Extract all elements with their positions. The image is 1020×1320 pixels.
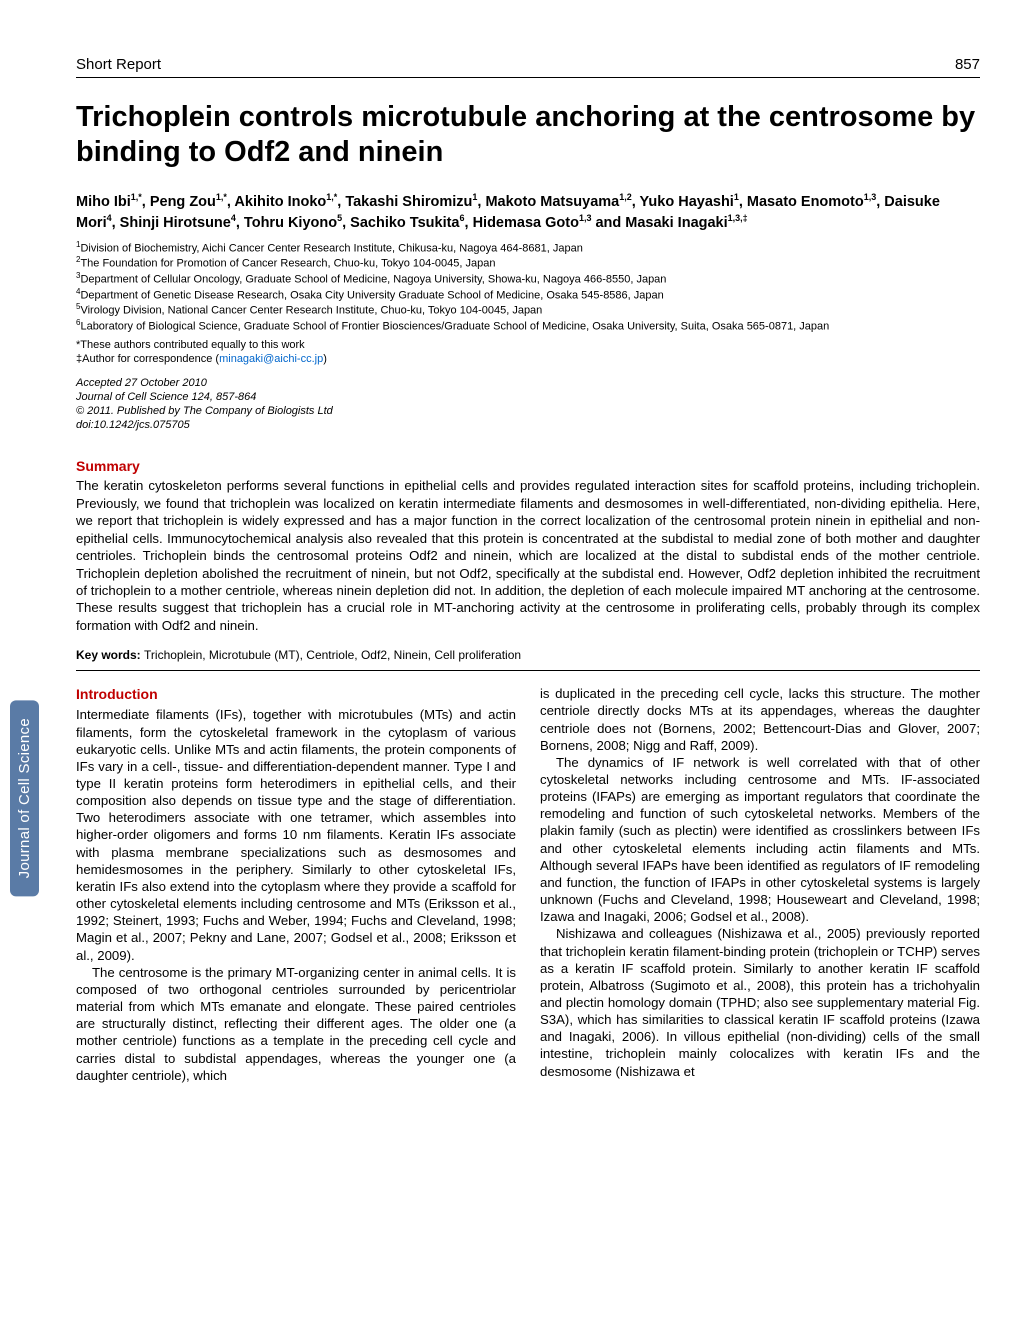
affiliations: 1Division of Biochemistry, Aichi Cancer … bbox=[76, 240, 980, 334]
body-paragraph: Nishizawa and colleagues (Nishizawa et a… bbox=[540, 925, 980, 1079]
introduction-heading: Introduction bbox=[76, 685, 516, 703]
author: , Sachiko Tsukita bbox=[342, 215, 459, 231]
author: , Hidemasa Goto bbox=[465, 215, 579, 231]
author: Miho Ibi bbox=[76, 194, 131, 210]
accepted-date: Accepted 27 October 2010 bbox=[76, 376, 980, 390]
citation: Journal of Cell Science 124, 857-864 bbox=[76, 390, 980, 404]
article-page: Short Report 857 Trichoplein controls mi… bbox=[58, 0, 1020, 1320]
separator bbox=[76, 670, 980, 671]
author-list: Miho Ibi1,*, Peng Zou1,*, Akihito Inoko1… bbox=[76, 191, 980, 234]
journal-name-vertical: Journal of Cell Science bbox=[10, 700, 39, 896]
author: , Akihito Inoko bbox=[227, 194, 326, 210]
author: , Masato Enomoto bbox=[739, 194, 864, 210]
body-paragraph: The centrosome is the primary MT-organiz… bbox=[76, 964, 516, 1084]
page-header: Short Report 857 bbox=[76, 56, 980, 78]
affiliation: 5Virology Division, National Cancer Cent… bbox=[76, 302, 980, 318]
equal-contrib-note: *These authors contributed equally to th… bbox=[76, 338, 980, 352]
page-number: 857 bbox=[955, 56, 980, 73]
correspondence-email-link[interactable]: minagaki@aichi-cc.jp bbox=[219, 353, 323, 365]
journal-sidebar: Journal of Cell Science bbox=[0, 0, 58, 1320]
summary-text: The keratin cytoskeleton performs severa… bbox=[76, 477, 980, 634]
affiliation: 6Laboratory of Biological Science, Gradu… bbox=[76, 318, 980, 334]
doi: doi:10.1242/jcs.075705 bbox=[76, 418, 980, 432]
copyright: © 2011. Published by The Company of Biol… bbox=[76, 404, 980, 418]
body-paragraph: Intermediate filaments (IFs), together w… bbox=[76, 706, 516, 963]
author: , Tohru Kiyono bbox=[236, 215, 337, 231]
author: , Makoto Matsuyama bbox=[477, 194, 619, 210]
affiliation: 3Department of Cellular Oncology, Gradua… bbox=[76, 271, 980, 287]
author: , Takashi Shiromizu bbox=[337, 194, 472, 210]
keywords-label: Key words: bbox=[76, 648, 144, 662]
body-paragraph: is duplicated in the preceding cell cycl… bbox=[540, 685, 980, 754]
right-column: is duplicated in the preceding cell cycl… bbox=[540, 685, 980, 1084]
author-sup: 1,3,‡ bbox=[728, 213, 748, 223]
author-sup: 1,3 bbox=[579, 213, 592, 223]
affiliation: 4Department of Genetic Disease Research,… bbox=[76, 287, 980, 303]
keywords: Key words: Trichoplein, Microtubule (MT)… bbox=[76, 648, 980, 662]
author: , Yuko Hayashi bbox=[632, 194, 734, 210]
author: , Peng Zou bbox=[142, 194, 216, 210]
summary-heading: Summary bbox=[76, 458, 980, 474]
left-column: Introduction Intermediate filaments (IFs… bbox=[76, 685, 516, 1084]
author: and Masaki Inagaki bbox=[591, 215, 727, 231]
author-sup: 1,3 bbox=[864, 192, 877, 202]
body-paragraph: The dynamics of IF network is well corre… bbox=[540, 754, 980, 926]
author-sup: 1,* bbox=[216, 192, 227, 202]
keywords-list: Trichoplein, Microtubule (MT), Centriole… bbox=[144, 648, 521, 662]
affiliation: 2The Foundation for Promotion of Cancer … bbox=[76, 255, 980, 271]
author-sup: 1,2 bbox=[619, 192, 632, 202]
author-notes: *These authors contributed equally to th… bbox=[76, 338, 980, 366]
affiliation: 1Division of Biochemistry, Aichi Cancer … bbox=[76, 240, 980, 256]
article-title: Trichoplein controls microtubule anchori… bbox=[76, 100, 980, 171]
body-columns: Introduction Intermediate filaments (IFs… bbox=[76, 685, 980, 1084]
correspondence-note: ‡Author for correspondence (minagaki@aic… bbox=[76, 352, 980, 366]
section-label: Short Report bbox=[76, 56, 161, 73]
author: , Shinji Hirotsune bbox=[112, 215, 231, 231]
author-sup: 1,* bbox=[131, 192, 142, 202]
article-meta: Accepted 27 October 2010 Journal of Cell… bbox=[76, 376, 980, 432]
author-sup: 1,* bbox=[326, 192, 337, 202]
